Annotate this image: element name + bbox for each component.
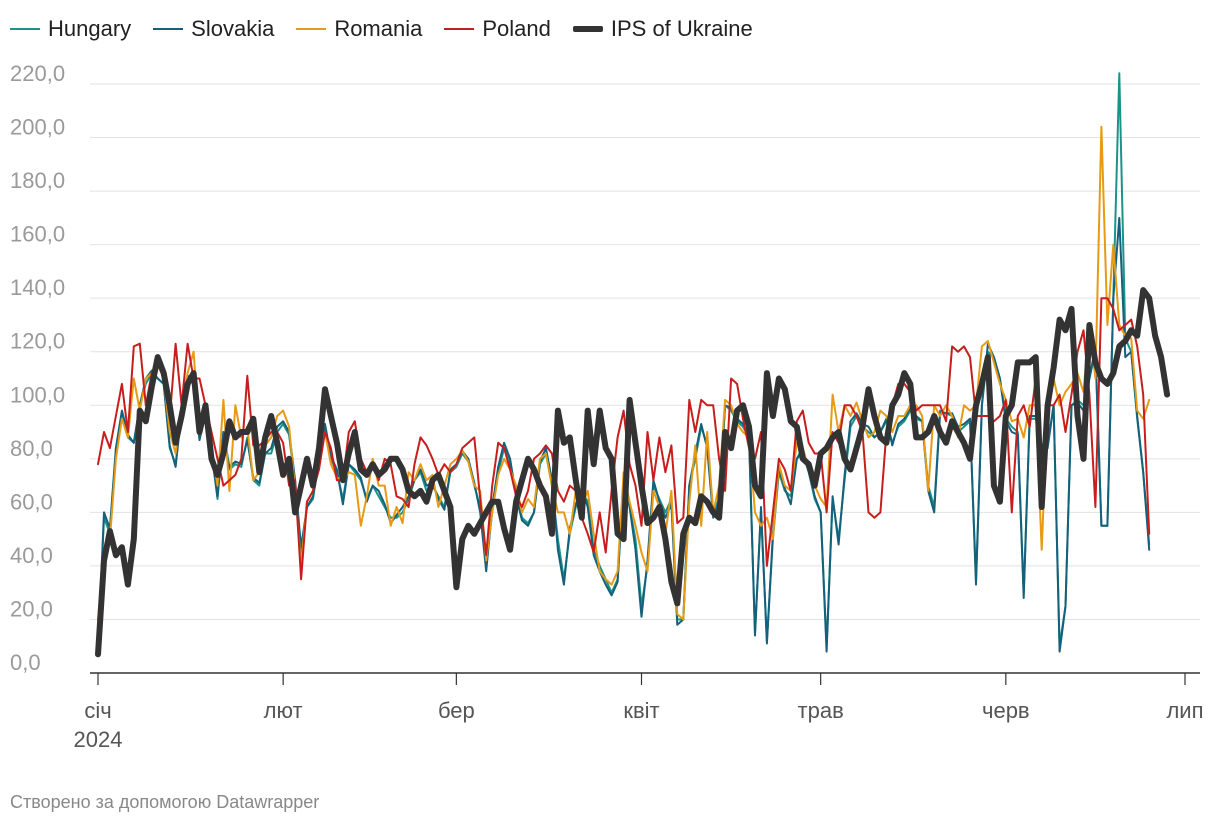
legend-item-poland: Poland <box>444 16 551 42</box>
y-tick-label: 80,0 <box>10 436 53 461</box>
legend-swatch <box>296 28 327 30</box>
y-tick-label: 160,0 <box>10 222 65 247</box>
y-tick-label: 100,0 <box>10 382 65 407</box>
y-tick-label: 40,0 <box>10 543 53 568</box>
legend-item-slovakia: Slovakia <box>153 16 274 42</box>
y-tick-label: 200,0 <box>10 115 65 140</box>
y-tick-label: 0,0 <box>10 650 41 675</box>
x-tick-label: трав <box>798 698 844 723</box>
legend-label: Poland <box>482 16 551 41</box>
legend-item-hungary: Hungary <box>10 16 131 42</box>
x-tick-label: лют <box>264 698 303 723</box>
series-line-hungary <box>97 72 1151 653</box>
legend-swatch <box>444 28 475 30</box>
legend-swatch <box>153 28 184 30</box>
legend-swatch <box>572 26 603 32</box>
legend-label: IPS of Ukraine <box>610 16 753 41</box>
footer-credit: Створено за допомогою Datawrapper <box>10 792 320 812</box>
y-tick-label: 120,0 <box>10 329 65 354</box>
x-tick-label: бер <box>438 698 475 723</box>
y-tick-label: 20,0 <box>10 596 53 621</box>
y-tick-label: 180,0 <box>10 168 65 193</box>
x-tick-label: черв <box>982 698 1030 723</box>
x-tick-label: лип <box>1166 698 1203 723</box>
legend-label: Romania <box>334 16 423 41</box>
chart-legend: Hungary Slovakia Romania Poland IPS of Ukrai… <box>10 14 775 44</box>
line-chart: 0,0 20,0 40,0 60,0 80,0 100,0 120,0 140,0 160,0 1… <box>10 61 1204 752</box>
x-tick-sublabel: 2024 <box>74 727 123 752</box>
y-tick-label: 220,0 <box>10 61 65 86</box>
x-tick-label: квіт <box>623 698 659 723</box>
legend-item-romania: Romania <box>296 16 422 42</box>
y-tick-label: 60,0 <box>10 489 53 514</box>
legend-label: Hungary <box>48 16 132 41</box>
x-tick-label: січ <box>84 698 111 723</box>
y-tick-label: 140,0 <box>10 275 65 300</box>
legend-label: Slovakia <box>191 16 275 41</box>
legend-swatch <box>10 28 40 30</box>
legend-item-ips-of-ukraine: IPS of Ukraine <box>572 16 753 42</box>
series-line-ips-of-ukraine <box>95 287 1171 658</box>
